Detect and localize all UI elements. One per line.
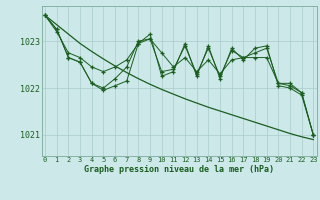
X-axis label: Graphe pression niveau de la mer (hPa): Graphe pression niveau de la mer (hPa) bbox=[84, 165, 274, 174]
